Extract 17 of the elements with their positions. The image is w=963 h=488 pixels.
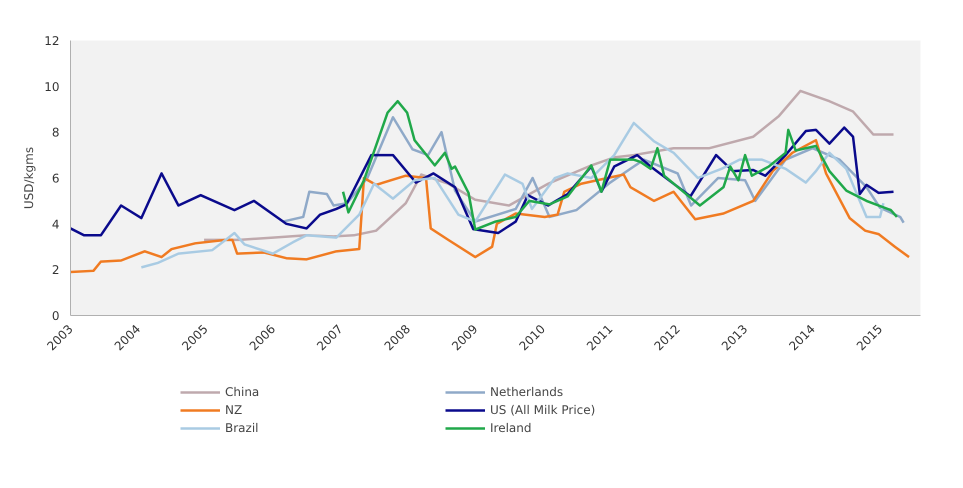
line-series — [342, 100, 898, 231]
legend-label: NZ — [225, 402, 244, 419]
legend-label: US (All Milk Price) — [490, 402, 596, 419]
y-tick-label: 2 — [52, 263, 60, 278]
line-series — [140, 122, 885, 269]
y-tick-label: 6 — [52, 172, 60, 186]
legend-label: Brazil — [225, 420, 260, 437]
line-series — [70, 138, 910, 274]
legend-label: Netherlands — [490, 384, 564, 401]
legend-label: China — [225, 384, 260, 401]
y-tick-label: 0 — [52, 309, 60, 323]
y-tick-label: 10 — [44, 80, 60, 94]
legend-label: Ireland — [490, 420, 533, 437]
y-tick-label: 8 — [52, 126, 60, 140]
y-axis-title: USD/kgms — [22, 146, 36, 210]
y-tick-label: 4 — [52, 217, 60, 232]
y-tick-label: 12 — [44, 34, 60, 48]
